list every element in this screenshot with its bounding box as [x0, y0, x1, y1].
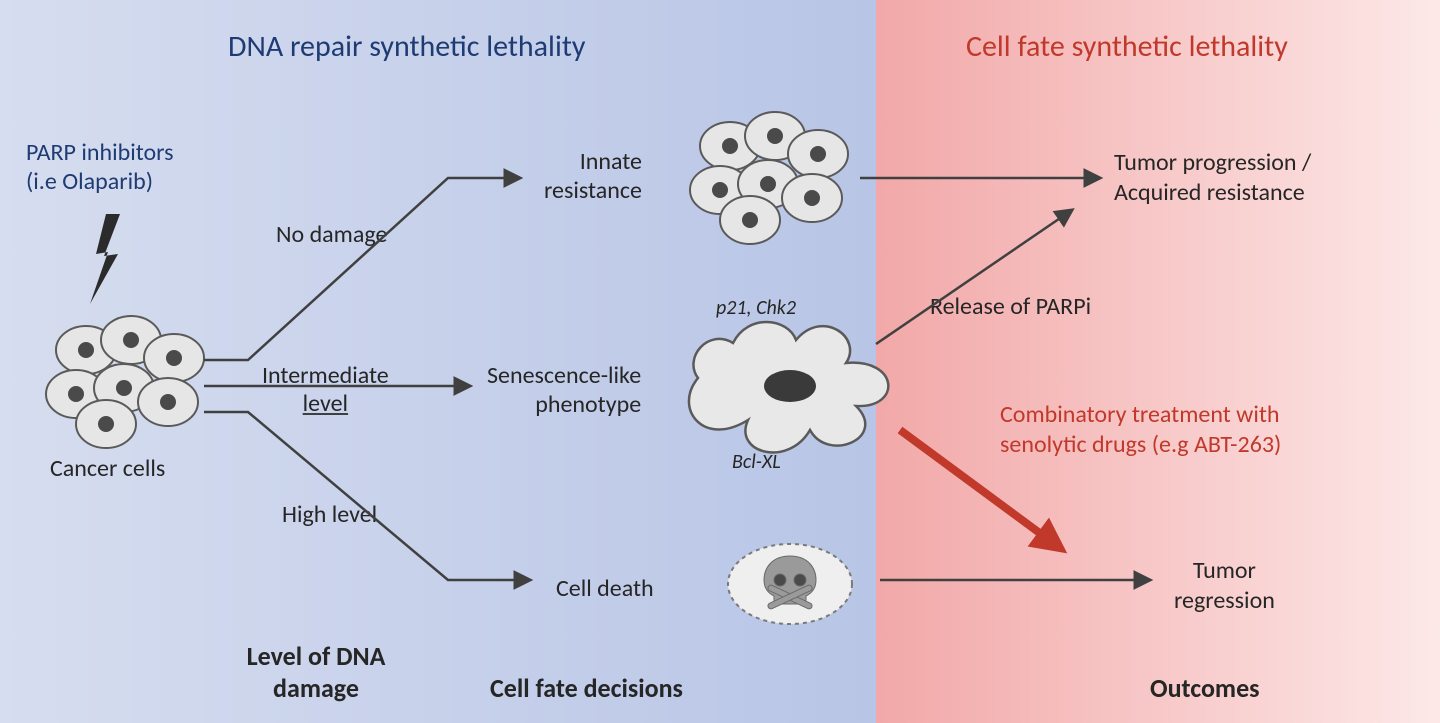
label-tumor-reg-l1: Tumor	[1174, 556, 1275, 586]
label-parp: PARP inhibitors (i.e Olaparib)	[26, 138, 174, 196]
bottom-dna-l1: Level of DNA	[216, 640, 416, 672]
label-cell-death: Cell death	[556, 574, 654, 603]
label-tumor-prog-l1: Tumor progression /	[1114, 148, 1311, 178]
label-senescence-l1: Senescence-like	[487, 362, 641, 391]
label-tumor-prog-l2: Acquired resistance	[1114, 178, 1311, 208]
bottom-dna-l2: damage	[216, 672, 416, 704]
bottom-dna-damage: Level of DNA damage	[216, 640, 416, 704]
label-no-damage: No damage	[276, 220, 387, 249]
label-intermediate-l1: Intermediate	[262, 362, 389, 390]
label-high-level: High level	[282, 500, 377, 529]
label-tumor-reg: Tumor regression	[1174, 556, 1275, 616]
label-tumor-prog: Tumor progression / Acquired resistance	[1114, 148, 1311, 208]
label-intermediate-l2: level	[262, 390, 389, 418]
cancer-cells-cluster	[36, 310, 206, 450]
label-combo-l2: senolytic drugs (e.g ABT-263)	[1000, 430, 1281, 460]
label-innate-l2: resistance	[544, 177, 642, 206]
label-p21-chk2: p21, Chk2	[716, 296, 796, 320]
lightning-icon	[88, 214, 128, 304]
label-bclxl: Bcl-XL	[732, 450, 781, 474]
label-combo: Combinatory treatment with senolytic dru…	[1000, 400, 1281, 460]
label-innate: Innate resistance	[544, 148, 642, 206]
label-combo-l1: Combinatory treatment with	[1000, 400, 1281, 430]
label-innate-l1: Innate	[544, 148, 642, 177]
label-parp-line1: PARP inhibitors	[26, 138, 174, 167]
label-release: Release of PARPi	[930, 292, 1091, 321]
panel-cell-fate	[876, 0, 1440, 723]
label-cancer-cells: Cancer cells	[50, 454, 165, 483]
innate-resistance-cluster	[680, 106, 850, 246]
label-intermediate: Intermediate level	[262, 362, 389, 417]
title-left: DNA repair synthetic lethality	[228, 28, 585, 65]
label-parp-line2: (i.e Olaparib)	[26, 167, 174, 196]
label-tumor-reg-l2: regression	[1174, 586, 1275, 616]
label-senescence: Senescence-like phenotype	[487, 362, 641, 420]
label-senescence-l2: phenotype	[487, 391, 641, 420]
dead-cell	[720, 534, 860, 634]
bottom-outcomes: Outcomes	[1150, 672, 1260, 704]
senescent-cell	[678, 308, 908, 458]
bottom-cell-fate: Cell fate decisions	[490, 672, 683, 704]
title-right: Cell fate synthetic lethality	[966, 28, 1288, 65]
